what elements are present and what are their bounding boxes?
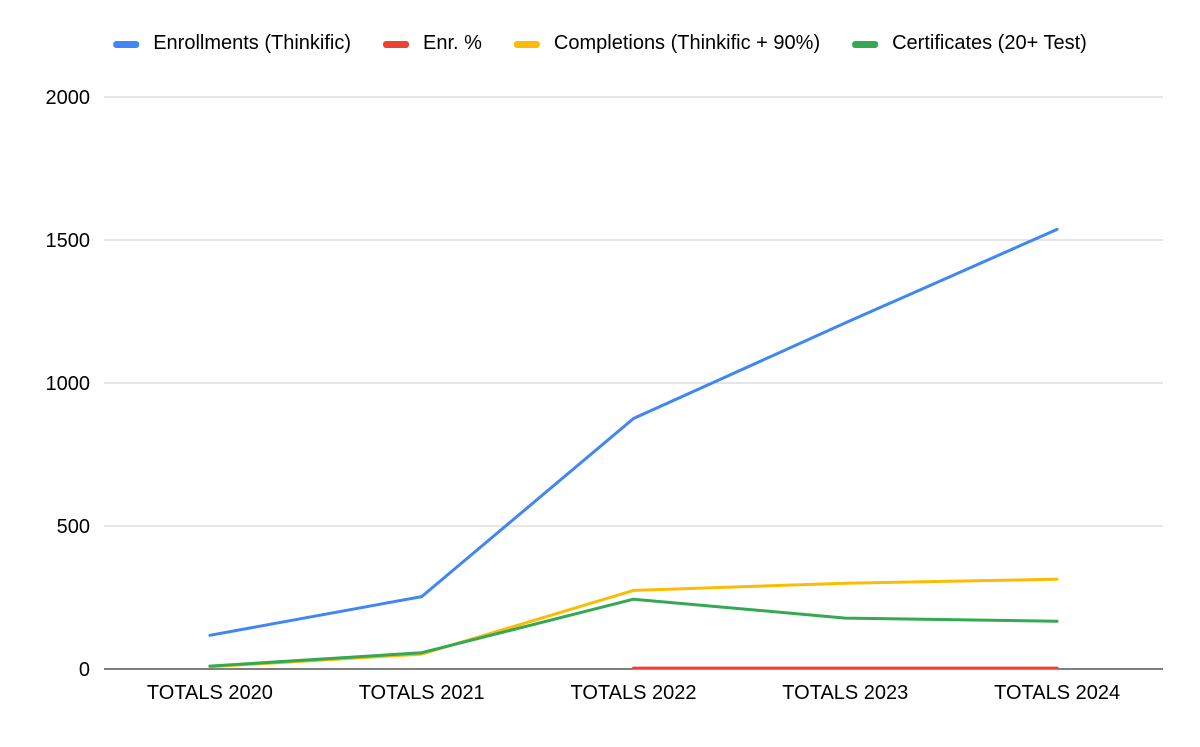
y-tick-label: 1500 — [46, 230, 91, 252]
legend-label: Enrollments (Thinkific) — [153, 32, 351, 54]
legend-label: Enr. % — [423, 32, 482, 54]
x-axis-ticks: TOTALS 2020 TOTALS 2021 TOTALS 2022 TOTALS … — [147, 682, 1120, 704]
series-lines — [208, 227, 1059, 670]
series-line-3 — [208, 597, 1059, 668]
y-axis-ticks: 0 500 1000 1500 2000 — [46, 87, 91, 681]
y-tick-label: 0 — [79, 659, 90, 681]
legend-item: Completions (Thinkific + 90%) — [513, 32, 820, 54]
x-tick-label: TOTALS 2021 — [359, 682, 485, 704]
legend-swatch — [852, 41, 879, 48]
y-tick-label: 1000 — [46, 373, 91, 395]
legend-label: Certificates (20+ Test) — [892, 32, 1087, 54]
legend-swatch — [383, 41, 409, 48]
legend: Enrollments (Thinkific) Enr. % Completions… — [113, 32, 1087, 54]
x-tick-label: TOTALS 2020 — [147, 682, 273, 704]
gridlines — [104, 96, 1163, 670]
legend-swatch — [513, 41, 540, 48]
y-tick-label: 500 — [57, 516, 90, 538]
legend-label: Completions (Thinkific + 90%) — [554, 32, 820, 54]
legend-item: Certificates (20+ Test) — [852, 32, 1087, 54]
legend-item: Enr. % — [383, 32, 482, 54]
x-tick-label: TOTALS 2023 — [782, 682, 908, 704]
legend-swatch — [113, 41, 140, 48]
series-line-2 — [208, 577, 1059, 669]
x-tick-label: TOTALS 2024 — [994, 682, 1120, 704]
x-tick-label: TOTALS 2022 — [571, 682, 697, 704]
y-tick-label: 2000 — [46, 87, 91, 109]
series-line-0 — [208, 227, 1059, 637]
legend-item: Enrollments (Thinkific) — [113, 32, 351, 54]
